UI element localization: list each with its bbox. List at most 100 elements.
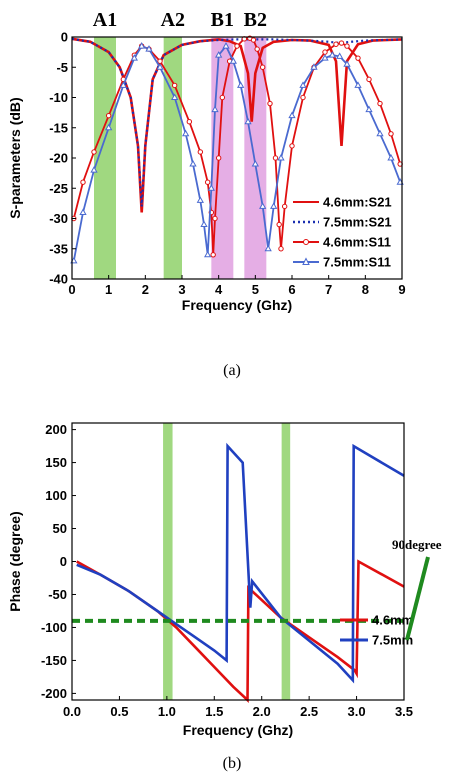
x-tick-label: 5	[252, 282, 259, 297]
y-axis-label: S-parameters (dB)	[7, 97, 23, 218]
legend-marker	[302, 257, 310, 265]
x-tick-group: 0.0 0.5 1.0 1.5 2.0 2.5 3.0 3.5	[63, 696, 413, 719]
y-tick-group: 0 -5 -10 -15 -20 -25 -30 -35 -40	[49, 30, 76, 287]
y-tick-label: -50	[48, 587, 67, 602]
x-tick-label: 7	[325, 282, 332, 297]
y-tick-group: 200 150 100 50 0 -50 -100 -150 -200	[41, 422, 76, 701]
x-tick-label: 1	[105, 282, 112, 297]
legend-label-7-5mm: 7.5mm	[372, 633, 413, 648]
x-tick-label: 2.5	[300, 704, 318, 719]
band-label-a1: A1	[93, 9, 117, 31]
caption: (a)	[223, 362, 241, 379]
legend-label-4-6mm-s21: 4.6mm:S21	[323, 195, 392, 210]
y-tick-label: -200	[41, 686, 67, 701]
y-tick-label: -15	[49, 120, 68, 135]
point-4-6mm-s11-3	[105, 112, 112, 119]
point-7-5mm-s11-7	[145, 45, 153, 52]
point-7-5mm-s11-3	[105, 123, 113, 131]
y-tick-label: -40	[49, 272, 68, 287]
point-7-5mm-s11-17	[215, 51, 223, 58]
point-7-5mm-s11-28	[299, 81, 307, 88]
band-a2	[163, 37, 182, 279]
y-tick-label: -150	[41, 653, 67, 668]
x-tick-label: 3.0	[348, 704, 366, 719]
y-tick-label: 50	[53, 521, 67, 536]
point-7-5mm-s11-8	[156, 63, 164, 70]
point-7-5mm-s11-5	[130, 54, 138, 61]
y-tick-label: -10	[49, 90, 68, 105]
x-axis-label: Frequency (Ghz)	[183, 722, 293, 738]
legend: 4.6mm 7.5mm	[340, 613, 413, 648]
chart-a-s-parameters: 0 1 2 3 4 5 6 7 8 9 0 -5 -10 -15 -20 -25 -30 -35 -40 A1 A2…	[7, 9, 406, 379]
point-4-6mm-s11-29	[281, 203, 288, 210]
point-4-6mm-s11-1	[80, 179, 86, 185]
legend-label-7-5mm-s21: 7.5mm:S21	[323, 215, 392, 230]
point-7-5mm-s11-14	[204, 250, 212, 258]
point-4-6mm-s11-25	[267, 100, 273, 107]
x-tick-label: 1.5	[205, 704, 223, 719]
point-7-5mm-s11-36	[376, 129, 384, 137]
legend-label-7-5mm-s11: 7.5mm:S11	[323, 255, 391, 270]
band-2	[281, 423, 291, 700]
legend-label-4-6mm: 4.6mm	[372, 613, 413, 628]
point-7-5mm-s11-10	[182, 129, 190, 137]
point-7-5mm-s11-25	[270, 202, 278, 209]
point-4-6mm-s11-38	[366, 76, 372, 83]
y-tick-label: -25	[49, 181, 68, 196]
point-4-6mm-s11-17	[219, 94, 226, 101]
series-7-5mm-s21	[71, 37, 403, 207]
point-7-5mm-s11-19	[229, 57, 237, 64]
point-4-6mm-s11-16	[215, 155, 222, 161]
band-label-b1: B1	[211, 9, 234, 31]
point-7-5mm-s11-21	[244, 117, 252, 125]
legend-marker	[303, 239, 309, 245]
point-7-5mm-s11-18	[222, 42, 230, 49]
series-4-6mm	[76, 559, 405, 703]
y-tick-label: -35	[49, 241, 68, 256]
x-tick-label: 9	[398, 282, 405, 297]
point-7-5mm-s11-11	[189, 160, 197, 167]
point-4-6mm-s11-26	[272, 155, 279, 161]
x-tick-label: 0.0	[63, 704, 81, 719]
point-7-5mm-s11-15	[207, 184, 215, 191]
y-tick-label: 150	[45, 455, 67, 470]
point-4-6mm-s11-2	[91, 149, 97, 155]
point-7-5mm-s11-4	[119, 81, 127, 88]
annotation-90degree: 90degree	[392, 537, 442, 552]
point-7-5mm-s11-2	[90, 166, 98, 173]
point-7-5mm-s11-24	[264, 244, 272, 252]
point-4-6mm-s11-30	[289, 143, 295, 149]
y-tick-label: 100	[45, 488, 67, 503]
point-7-5mm-s11-31	[328, 51, 336, 58]
point-4-6mm-s11-14	[210, 252, 216, 258]
point-7-5mm-s11-30	[321, 54, 329, 61]
point-4-6mm-s11-24	[259, 64, 266, 70]
x-tick-label: 1.0	[158, 704, 176, 719]
point-4-6mm-s11-28	[278, 246, 284, 252]
point-7-5mm-s11-12	[196, 196, 204, 203]
point-7-5mm-s11-22	[251, 160, 259, 167]
x-tick-group: 0 1 2 3 4 5 6 7 8 9	[68, 275, 406, 297]
series-4-6mm-s21	[71, 37, 403, 213]
point-7-5mm-s11-32	[336, 52, 344, 59]
band-a1	[94, 37, 116, 279]
chart-b-phase: 0.0 0.5 1.0 1.5 2.0 2.5 3.0 3.5 200 150 100 50 0 -50…	[7, 422, 442, 772]
point-4-6mm-s11-40	[388, 131, 394, 137]
point-4-6mm-s11-34	[333, 41, 339, 47]
y-tick-label: -20	[49, 151, 68, 166]
point-4-6mm-s11-15	[212, 215, 218, 222]
series-7-5mm	[76, 442, 405, 684]
x-tick-label: 0	[68, 282, 75, 297]
point-7-5mm-s11-16	[211, 105, 219, 113]
x-tick-label: 0.5	[110, 704, 128, 719]
point-7-5mm-s11-26	[277, 153, 285, 161]
point-7-5mm-s11-6	[138, 42, 146, 49]
point-4-6mm-s11-9	[171, 82, 178, 89]
legend-label-4-6mm-s11: 4.6mm:S11	[323, 235, 391, 250]
band-label-group: A1 A2 B1 B2	[93, 9, 267, 31]
caption: (b)	[223, 755, 242, 772]
point-4-6mm-s11-23	[254, 46, 260, 52]
x-tick-label: 3	[178, 282, 185, 297]
point-4-6mm-s11-12	[204, 179, 211, 185]
